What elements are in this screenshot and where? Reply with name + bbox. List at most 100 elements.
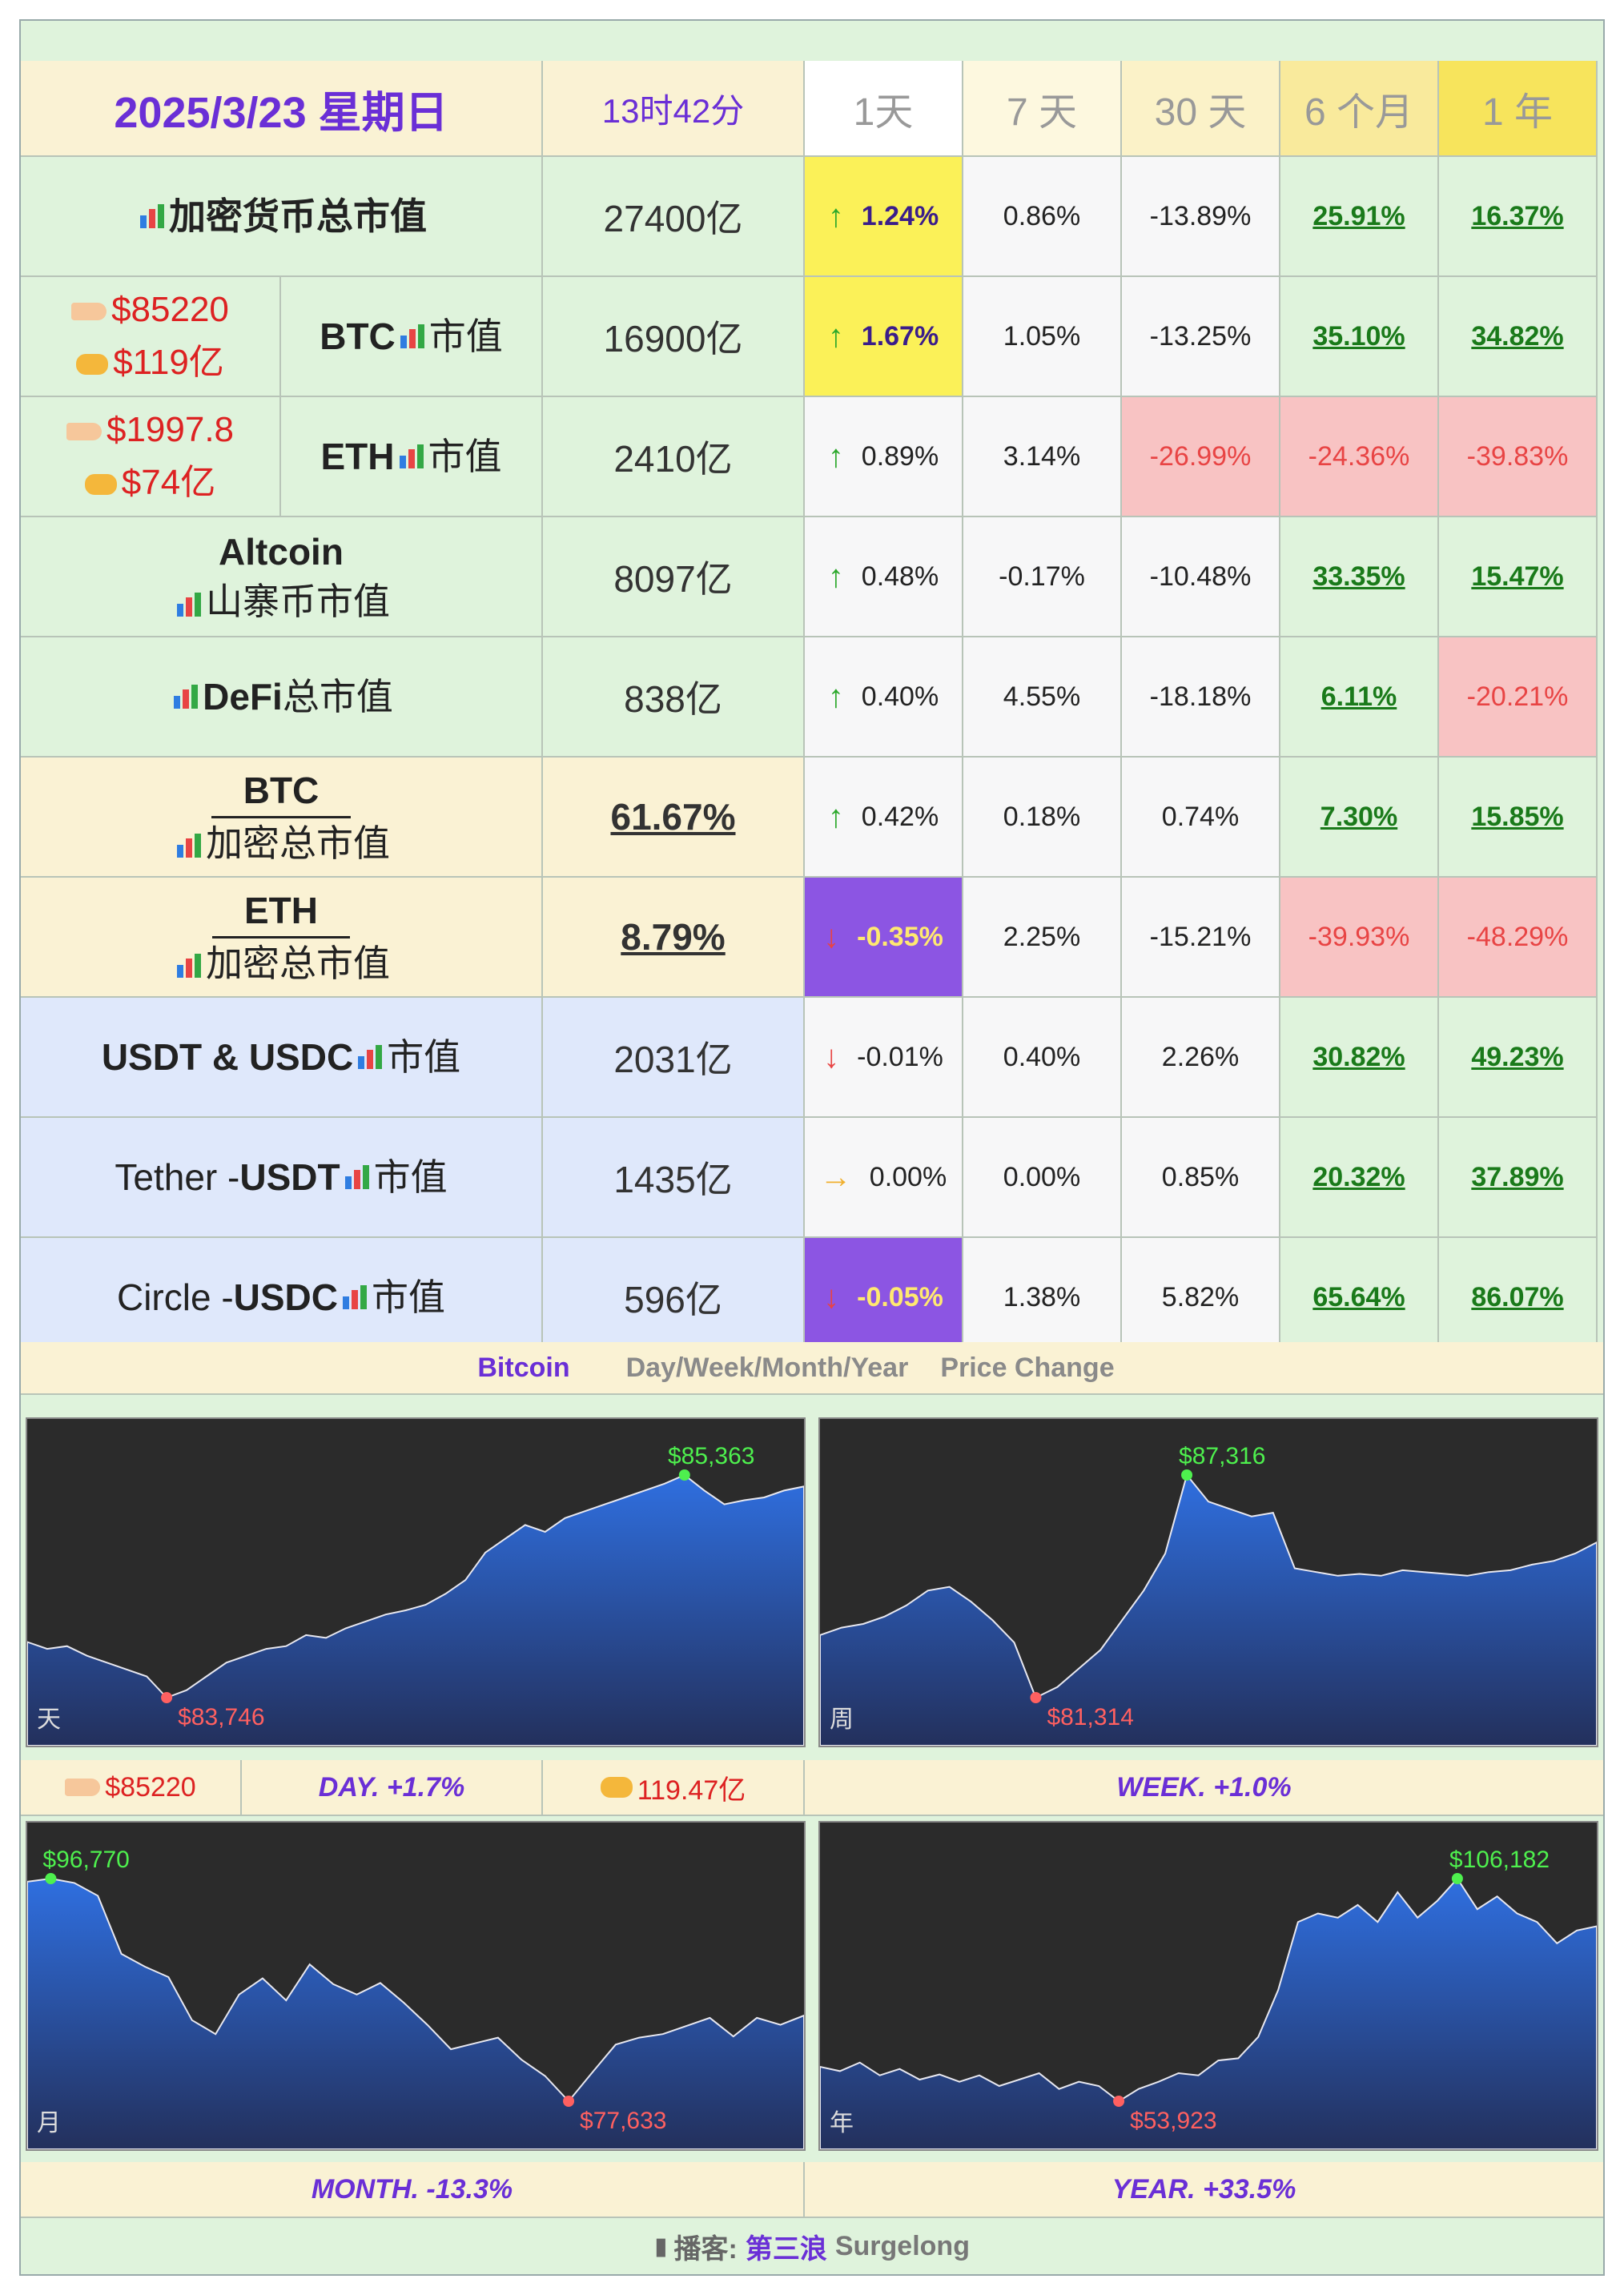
total-cap-7d: 0.86% bbox=[963, 157, 1122, 277]
price-area-series bbox=[27, 1473, 804, 1746]
chart-icon bbox=[341, 1284, 368, 1311]
eth-cap-label: ETH 市值 bbox=[281, 397, 543, 517]
footer-name: 第三浪 bbox=[745, 2233, 827, 2265]
period-7d[interactable]: 7 天 bbox=[963, 61, 1122, 157]
usdt-1d: → 0.00% bbox=[805, 1118, 963, 1238]
chart-day[interactable]: $85,363 $83,746 天 bbox=[26, 1417, 806, 1747]
market-table: 2025/3/23 星期日 13时42分 1天 7 天 30 天 6 个月 1 … bbox=[21, 61, 1603, 1358]
chart-week[interactable]: $87,316 $81,314 周 bbox=[818, 1417, 1598, 1747]
microphone-icon: ▮ bbox=[654, 2233, 668, 2260]
btc-cap-1y[interactable]: 34.82% bbox=[1439, 277, 1598, 397]
btc-dominance-value: 61.67% bbox=[543, 758, 805, 878]
defi-label: DeFi 总市值 bbox=[21, 637, 543, 758]
period-30d[interactable]: 30 天 bbox=[1122, 61, 1280, 157]
btc-cap-label: BTC 市值 bbox=[281, 277, 543, 397]
total-cap-text: 加密货币总市值 bbox=[169, 195, 427, 237]
defi-6m[interactable]: 6.11% bbox=[1280, 637, 1439, 758]
total-cap-6m[interactable]: 25.91% bbox=[1280, 157, 1439, 277]
btc-cap-6m[interactable]: 35.10% bbox=[1280, 277, 1439, 397]
btc-dominance-6m[interactable]: 7.30% bbox=[1280, 758, 1439, 878]
chart-week-corner: 周 bbox=[830, 1706, 854, 1733]
altcoin-6m[interactable]: 33.35% bbox=[1280, 517, 1439, 637]
price-tag-icon bbox=[71, 303, 107, 321]
stablecoin-6m[interactable]: 30.82% bbox=[1280, 998, 1439, 1118]
btc-cap-30d: -13.25% bbox=[1122, 277, 1280, 397]
bitcoin-periods: Day/Week/Month/Year bbox=[625, 1352, 909, 1383]
handshake-icon bbox=[76, 354, 109, 376]
arrow-up-icon: ↑ bbox=[827, 198, 844, 234]
chart-icon bbox=[175, 832, 203, 859]
arrow-down-icon: ↓ bbox=[823, 1279, 840, 1315]
btc-volume: $119亿 bbox=[113, 343, 224, 382]
high-label: $87,316 bbox=[1179, 1443, 1265, 1469]
footer-prefix: 播客: bbox=[673, 2233, 738, 2265]
period-1d[interactable]: 1天 bbox=[805, 61, 963, 157]
eth-cap-6m: -24.36% bbox=[1280, 397, 1439, 517]
altcoin-value: 8097亿 bbox=[543, 517, 805, 637]
chart-year-corner: 年 bbox=[830, 2110, 854, 2136]
arrow-up-icon: ↑ bbox=[827, 438, 844, 474]
handshake-icon bbox=[84, 474, 117, 496]
usdc-label: Circle - USDC 市值 bbox=[21, 1238, 543, 1358]
eth-cap-value: 2410亿 bbox=[543, 397, 805, 517]
arrow-up-icon: ↑ bbox=[827, 318, 844, 354]
chart-week-svg: $87,316 $81,314 bbox=[820, 1443, 1597, 1746]
altcoin-label: Altcoin 山寨币市值 bbox=[21, 517, 543, 637]
btc-price: $85220 bbox=[111, 290, 229, 329]
usdc-value: 596亿 bbox=[543, 1238, 805, 1358]
usdc-1y[interactable]: 86.07% bbox=[1439, 1238, 1598, 1358]
arrow-right-icon: → bbox=[819, 1159, 852, 1195]
chart-year[interactable]: $106,182 $53,923 年 bbox=[818, 1821, 1598, 2151]
total-cap-1y[interactable]: 16.37% bbox=[1439, 157, 1598, 277]
period-1y[interactable]: 1 年 bbox=[1439, 61, 1598, 157]
footer-brand: Surgelong bbox=[834, 2230, 970, 2261]
eth-cap-30d: -26.99% bbox=[1122, 397, 1280, 517]
arrow-up-icon: ↑ bbox=[827, 558, 844, 594]
time-label: 13时42分 bbox=[543, 61, 805, 157]
low-point bbox=[1030, 1692, 1042, 1703]
chart-day-corner: 天 bbox=[37, 1706, 61, 1733]
usdt-30d: 0.85% bbox=[1122, 1118, 1280, 1238]
price-area-series bbox=[820, 1473, 1597, 1746]
usdt-7d: 0.00% bbox=[963, 1118, 1122, 1238]
arrow-up-icon: ↑ bbox=[827, 798, 844, 834]
eth-cap-7d: 3.14% bbox=[963, 397, 1122, 517]
stablecoin-value: 2031亿 bbox=[543, 998, 805, 1118]
chart-year-svg: $106,182 $53,923 bbox=[820, 1847, 1597, 2149]
usdt-label: Tether - USDT 市值 bbox=[21, 1118, 543, 1238]
bitcoin-title: Bitcoin bbox=[477, 1352, 570, 1383]
total-cap-label: 加密货币总市值 bbox=[21, 157, 543, 277]
defi-1d: ↑ 0.40% bbox=[805, 637, 963, 758]
dashboard-frame: 2025/3/23 星期日 13时42分 1天 7 天 30 天 6 个月 1 … bbox=[19, 19, 1605, 2276]
btc-dominance-30d: 0.74% bbox=[1122, 758, 1280, 878]
caption-week: WEEK. +1.0% bbox=[1116, 1771, 1292, 1803]
btc-dominance-1y[interactable]: 15.85% bbox=[1439, 758, 1598, 878]
usdc-7d: 1.38% bbox=[963, 1238, 1122, 1358]
usdc-1d: ↓ -0.05% bbox=[805, 1238, 963, 1358]
chart-icon bbox=[356, 1043, 384, 1071]
caption-price: $85220 bbox=[21, 1760, 242, 1815]
altcoin-1d: ↑ 0.48% bbox=[805, 517, 963, 637]
usdc-6m[interactable]: 65.64% bbox=[1280, 1238, 1439, 1358]
altcoin-1y[interactable]: 15.47% bbox=[1439, 517, 1598, 637]
btc-price-box: $85220 $119亿 bbox=[21, 277, 281, 397]
date-label: 2025/3/23 星期日 bbox=[21, 61, 543, 157]
usdt-1y[interactable]: 37.89% bbox=[1439, 1118, 1598, 1238]
total-cap-value: 27400亿 bbox=[543, 157, 805, 277]
eth-dominance-value: 8.79% bbox=[543, 878, 805, 998]
high-label: $85,363 bbox=[668, 1443, 754, 1469]
chart-month[interactable]: $96,770 $77,633 月 bbox=[26, 1821, 806, 2151]
stablecoin-1y[interactable]: 49.23% bbox=[1439, 998, 1598, 1118]
caption-year: YEAR. +33.5% bbox=[1111, 2173, 1296, 2205]
eth-price-box: $1997.8 $74亿 bbox=[21, 397, 281, 517]
defi-30d: -18.18% bbox=[1122, 637, 1280, 758]
period-6m[interactable]: 6 个月 bbox=[1280, 61, 1439, 157]
low-label: $83,746 bbox=[178, 1704, 264, 1730]
btc-dominance-1d: ↑ 0.42% bbox=[805, 758, 963, 878]
eth-dominance-label: ETH 加密总市值 bbox=[21, 878, 543, 998]
btc-cap-1d: ↑ 1.67% bbox=[805, 277, 963, 397]
stablecoin-7d: 0.40% bbox=[963, 998, 1122, 1118]
chart-icon bbox=[175, 591, 203, 618]
stablecoin-30d: 2.26% bbox=[1122, 998, 1280, 1118]
usdt-6m[interactable]: 20.32% bbox=[1280, 1118, 1439, 1238]
